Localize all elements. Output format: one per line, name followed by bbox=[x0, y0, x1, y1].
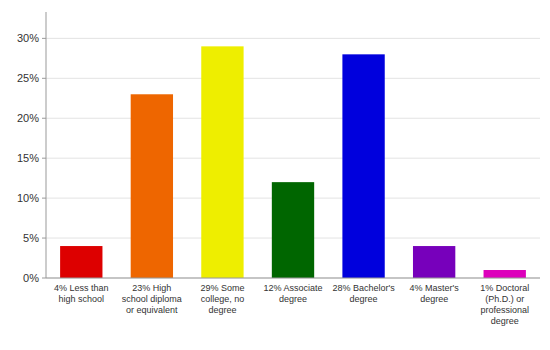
category-label-line: 23% High bbox=[132, 283, 171, 293]
bar bbox=[201, 46, 243, 278]
category-label: 29% Somecollege, nodegree bbox=[200, 283, 244, 315]
y-axis: 0% 5% 10% 15% 20% 25% 30% bbox=[17, 32, 46, 284]
tick-mark bbox=[42, 278, 46, 279]
grid-line bbox=[46, 278, 540, 279]
category-label-line: 1% Doctoral bbox=[480, 283, 529, 293]
category-label-line: 4% Less than bbox=[54, 283, 109, 293]
tick-label: 25% bbox=[17, 72, 39, 84]
tick-mark bbox=[42, 198, 46, 199]
category-label: 12% Associatedegree bbox=[263, 283, 322, 304]
bar bbox=[131, 94, 173, 278]
tick-label: 15% bbox=[17, 152, 39, 164]
category-label-line: (Ph.D.) or bbox=[485, 294, 524, 304]
bar bbox=[413, 246, 455, 278]
x-axis-line bbox=[46, 278, 540, 279]
category-label-line: 12% Associate bbox=[263, 283, 322, 293]
category-label-line: school diploma bbox=[122, 294, 182, 304]
bar bbox=[60, 246, 102, 278]
chart: 0% 5% 10% 15% 20% 25% 30% 4% Less thanhigh scho… bbox=[0, 0, 550, 350]
tick-mark bbox=[42, 118, 46, 119]
category-label-line: degree bbox=[208, 305, 236, 315]
category-label-line: degree bbox=[491, 316, 519, 326]
category-label: 4% Less thanhigh school bbox=[54, 283, 109, 304]
bar bbox=[342, 54, 384, 278]
tick-label: 10% bbox=[17, 192, 39, 204]
category-label-line: degree bbox=[350, 294, 378, 304]
category-label-line: high school bbox=[59, 294, 105, 304]
grid-line bbox=[46, 158, 540, 159]
tick-label: 0% bbox=[23, 272, 39, 284]
category-label-line: professional bbox=[480, 305, 529, 315]
category-label-line: 28% Bachelor's bbox=[332, 283, 395, 293]
y-axis-line bbox=[46, 12, 47, 278]
category-label-line: college, no bbox=[201, 294, 245, 304]
category-label-line: or equivalent bbox=[126, 305, 178, 315]
category-label-line: degree bbox=[279, 294, 307, 304]
x-axis: 4% Less thanhigh school 23% Highschool di… bbox=[54, 283, 529, 326]
grid-line bbox=[46, 78, 540, 79]
tick-mark bbox=[42, 158, 46, 159]
tick-mark bbox=[42, 238, 46, 239]
category-label: 28% Bachelor'sdegree bbox=[332, 283, 395, 304]
tick-label: 20% bbox=[17, 112, 39, 124]
category-label-line: degree bbox=[420, 294, 448, 304]
bars bbox=[60, 46, 526, 278]
bar bbox=[484, 270, 526, 278]
category-label-line: 4% Master's bbox=[410, 283, 460, 293]
grid bbox=[46, 38, 540, 278]
grid-line bbox=[46, 118, 540, 119]
category-label: 23% Highschool diplomaor equivalent bbox=[122, 283, 182, 315]
tick-label: 5% bbox=[23, 232, 39, 244]
grid-line bbox=[46, 38, 540, 39]
tick-mark bbox=[42, 38, 46, 39]
category-label-line: 29% Some bbox=[200, 283, 244, 293]
tick-label: 30% bbox=[17, 32, 39, 44]
category-label: 4% Master'sdegree bbox=[410, 283, 460, 304]
tick-mark bbox=[42, 78, 46, 79]
category-label: 1% Doctoral(Ph.D.) orprofessionaldegree bbox=[480, 283, 529, 326]
bar bbox=[272, 182, 314, 278]
